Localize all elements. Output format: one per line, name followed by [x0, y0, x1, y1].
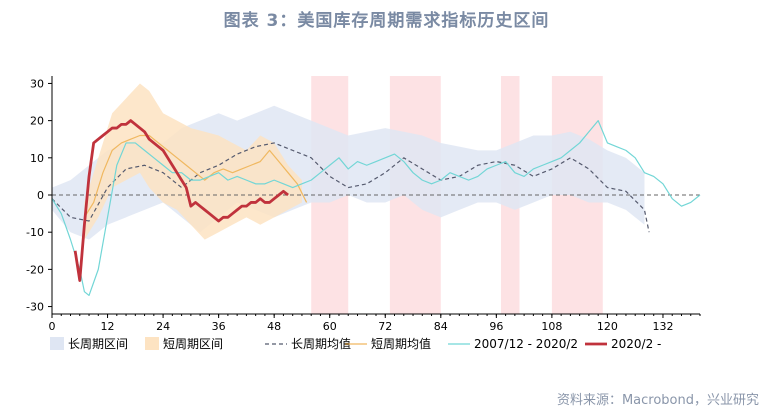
band-1: [84, 83, 302, 240]
x-tick-label-8: 96: [489, 320, 503, 333]
legend-label-2: 长周期均值: [291, 336, 351, 351]
y-tick-label-2: 10: [30, 152, 44, 165]
y-tick-label-1: 20: [30, 115, 44, 128]
series-line-0: [51, 142, 650, 233]
legend-item-2: 长周期均值: [265, 336, 351, 351]
x-tick-label-10: 120: [597, 320, 618, 333]
legend-swatch-0: [50, 337, 64, 350]
x-tick-label-1: 12: [101, 320, 115, 333]
y-tick-label-3: 0: [37, 189, 44, 202]
x-tick-label-11: 132: [652, 320, 673, 333]
legend-label-4: 2007/12 - 2020/2: [474, 337, 578, 351]
series-line-3: [73, 119, 289, 282]
x-tick-label-9: 108: [541, 320, 562, 333]
legend-item-0: 长周期区间: [50, 337, 128, 351]
legend-item-4: 2007/12 - 2020/2: [448, 337, 578, 351]
legend-item-1: 短周期区间: [145, 337, 223, 351]
x-tick-label-3: 36: [212, 320, 226, 333]
y-tick-label-6: -30: [26, 301, 44, 314]
x-tick-label-2: 24: [156, 320, 170, 333]
legend-swatch-1: [145, 337, 159, 350]
series-line-1: [83, 134, 308, 218]
y-tick-label-0: 30: [30, 77, 44, 90]
x-tick-label-0: 0: [49, 320, 56, 333]
legend-item-5: 2020/2 -: [585, 337, 661, 351]
legend-label-5: 2020/2 -: [611, 337, 661, 351]
x-tick-label-6: 72: [378, 320, 392, 333]
legend-label-3: 短周期均值: [371, 336, 431, 351]
chart-title: 图表 3：美国库存周期需求指标历史区间: [223, 11, 550, 31]
y-tick-label-5: -20: [26, 263, 44, 276]
x-tick-label-4: 48: [267, 320, 281, 333]
source-note: 资料来源：Macrobond，兴业研究: [556, 393, 759, 408]
y-tick-label-4: -10: [26, 226, 44, 239]
legend-item-3: 短周期均值: [345, 336, 431, 351]
x-tick-label-7: 84: [434, 320, 448, 333]
legend-label-1: 短周期区间: [163, 337, 223, 351]
series-line-2: [51, 120, 701, 297]
x-tick-label-5: 60: [323, 320, 337, 333]
legend-label-0: 长周期区间: [68, 337, 128, 351]
